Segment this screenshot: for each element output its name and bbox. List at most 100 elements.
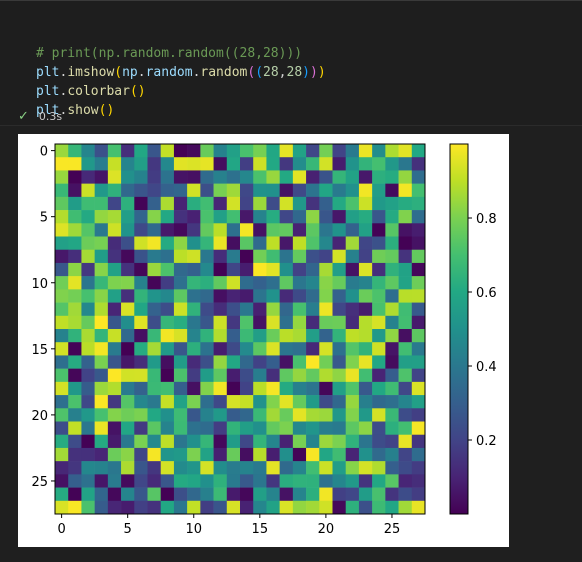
heatmap-cell xyxy=(240,315,254,330)
heatmap-cell xyxy=(187,196,201,211)
heatmap-cell xyxy=(253,276,267,290)
heatmap-cell xyxy=(372,262,386,277)
heatmap-cell xyxy=(372,461,386,475)
code-line-3: plt.colorbar() xyxy=(36,84,146,99)
heatmap-cell xyxy=(279,196,294,211)
heatmap-cell xyxy=(279,170,294,184)
heatmap-cell xyxy=(332,447,347,462)
heatmap-cell xyxy=(107,408,122,422)
heatmap-cell xyxy=(226,276,241,290)
heatmap-cell xyxy=(240,395,254,409)
heatmap-cell xyxy=(134,395,148,409)
x-tick-label: 20 xyxy=(318,522,335,537)
heatmap-cell xyxy=(240,342,254,356)
heatmap-cell xyxy=(187,315,201,330)
heatmap-cell xyxy=(68,355,82,369)
heatmap-cell xyxy=(200,249,214,264)
heatmap-cell xyxy=(292,447,307,462)
heatmap-cell xyxy=(147,144,162,158)
heatmap-cell xyxy=(226,421,241,436)
heatmap-cell xyxy=(200,461,214,475)
heatmap-cell xyxy=(411,381,426,396)
heatmap-cell xyxy=(55,421,69,436)
heatmap-cell xyxy=(345,236,360,251)
check-icon: ✓ xyxy=(18,109,29,124)
heatmap-cell xyxy=(398,196,413,211)
heatmap-cell xyxy=(319,434,333,449)
heatmap-cell xyxy=(319,395,333,409)
heatmap-cell xyxy=(81,474,95,488)
heatmap-cell xyxy=(55,262,69,277)
heatmap-cell xyxy=(134,289,148,303)
heatmap-cell xyxy=(345,342,360,356)
heatmap-cell xyxy=(372,421,386,436)
heatmap-cell xyxy=(345,474,360,488)
heatmap-cell xyxy=(81,461,95,475)
heatmap-cell xyxy=(279,461,294,475)
heatmap-cell xyxy=(173,144,188,158)
heatmap-cell xyxy=(147,289,162,303)
heatmap-cell xyxy=(200,381,214,396)
heatmap-cell xyxy=(94,236,109,251)
heatmap-cell xyxy=(226,461,241,475)
heatmap-cell xyxy=(68,170,82,184)
heatmap-cell xyxy=(385,329,399,343)
heatmap-cell xyxy=(240,447,254,462)
heatmap-cell xyxy=(107,368,122,383)
heatmap-cell xyxy=(319,223,333,237)
heatmap-cell xyxy=(107,157,122,171)
heatmap-cell xyxy=(226,355,241,369)
heatmap-cell xyxy=(253,355,267,369)
heatmap-cell xyxy=(173,474,188,488)
heatmap-cell xyxy=(147,236,162,251)
code-block[interactable]: # print(np.random.random((28,28))) plt.i… xyxy=(36,25,326,120)
heatmap-cell xyxy=(332,355,347,369)
heatmap-cell xyxy=(81,421,95,436)
heatmap-cell xyxy=(200,329,214,343)
heatmap-cell xyxy=(279,223,294,237)
heatmap-cell xyxy=(372,408,386,422)
heatmap-cell xyxy=(385,434,399,449)
heatmap-cell xyxy=(306,289,320,303)
heatmap-cell xyxy=(292,249,307,264)
heatmap-cell xyxy=(173,329,188,343)
heatmap-cell xyxy=(147,342,162,356)
heatmap-cell xyxy=(385,236,399,251)
heatmap-cell xyxy=(81,157,95,171)
heatmap-cell xyxy=(292,342,307,356)
heatmap-cell xyxy=(253,461,267,475)
heatmap-cell xyxy=(345,421,360,436)
heatmap-cell xyxy=(332,157,347,171)
heatmap-cell xyxy=(306,144,320,158)
heatmap-cell xyxy=(187,355,201,369)
heatmap-cell xyxy=(292,196,307,211)
heatmap-cell xyxy=(292,144,307,158)
heatmap-cell xyxy=(81,355,95,369)
heatmap-cell xyxy=(332,302,347,317)
heatmap-cell xyxy=(121,157,135,171)
heatmap-cell xyxy=(345,157,360,171)
heatmap-cell xyxy=(345,461,360,475)
heatmap-cell xyxy=(226,395,241,409)
code-cell-editor[interactable]: # print(np.random.random((28,28))) plt.i… xyxy=(0,0,582,126)
heatmap-cell xyxy=(94,157,109,171)
heatmap-cell xyxy=(319,249,333,264)
heatmap-cell xyxy=(306,447,320,462)
heatmap-cell xyxy=(121,302,135,317)
heatmap-cell xyxy=(121,276,135,290)
heatmap-cell xyxy=(385,395,399,409)
heatmap-cell xyxy=(81,144,95,158)
heatmap-cell xyxy=(306,408,320,422)
heatmap-cell xyxy=(187,421,201,436)
heatmap-cell xyxy=(68,302,82,317)
heatmap-cell xyxy=(55,500,69,515)
heatmap-cell xyxy=(160,210,175,224)
heatmap-cell xyxy=(160,447,175,462)
heatmap-cell xyxy=(345,262,360,277)
heatmap-cell xyxy=(187,434,201,449)
heatmap-cell xyxy=(134,157,148,171)
heatmap-cell xyxy=(160,395,175,409)
heatmap-cell xyxy=(213,276,228,290)
heatmap-cell xyxy=(107,474,122,488)
heatmap-cell xyxy=(173,395,188,409)
